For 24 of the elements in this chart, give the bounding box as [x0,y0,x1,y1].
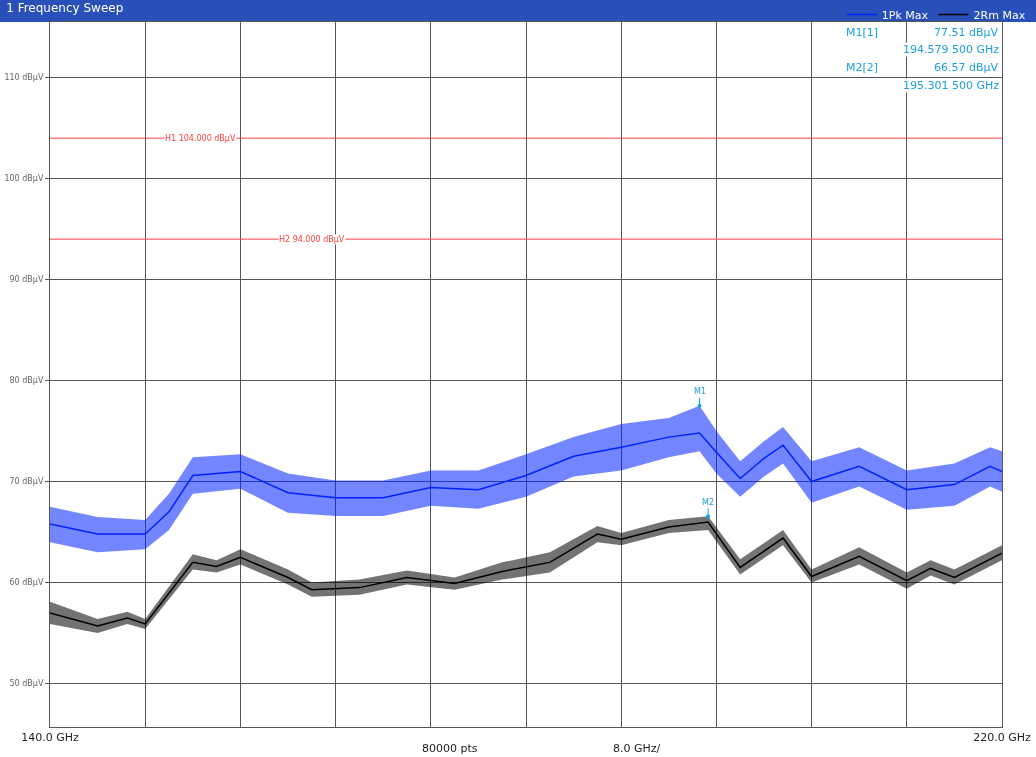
annotation: 66.57 dBµV [934,61,999,74]
y-tick-label: 100 dBµV [4,174,44,184]
annotation: M1[1] [846,26,879,39]
ref-line-label: H2 94.000 dBµV [279,235,345,244]
y-tick-label: 110 dBµV [4,73,44,83]
chart-title: 1 Frequency Sweep [6,0,124,15]
annotation: 194.579 500 GHz [903,43,1000,56]
annotation: M2 [702,498,714,507]
x-tick-label: 140.0 GHz [21,731,79,745]
legend-label: 2Rm Max [973,8,1026,22]
annotation: 195.301 500 GHz [903,79,1000,92]
annotation: M2[2] [846,61,879,74]
y-tick-label: 50 dBµV [9,679,44,689]
y-tick-label: 70 dBµV [9,477,44,487]
y-tick-label: 90 dBµV [9,275,44,285]
y-tick-label: 60 dBµV [9,578,44,588]
ref-line-label: H1 104.000 dBµV [165,134,236,143]
annotation: M1 [694,387,706,396]
y-tick-label: 80 dBµV [9,376,44,386]
text: 8.0 GHz/ [613,742,661,755]
annotation: 77.51 dBµV [934,26,999,39]
legend-label: 1Pk Max [881,8,929,22]
x-tick-label: 220.0 GHz [973,731,1031,745]
text: 80000 pts [422,742,478,755]
